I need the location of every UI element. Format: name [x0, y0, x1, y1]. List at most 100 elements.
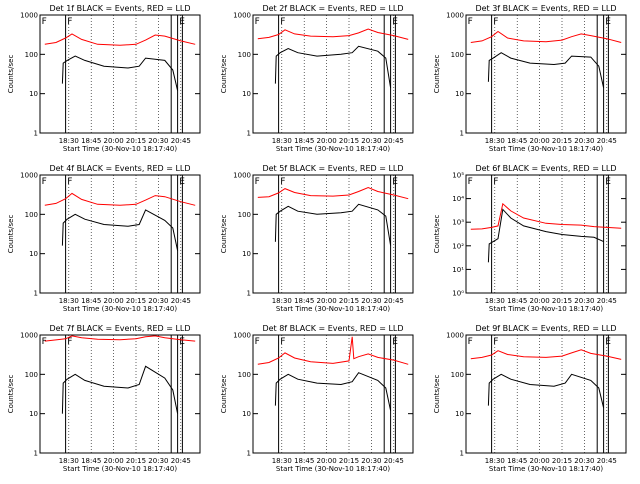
x-tick-label: 18:45 [294, 297, 314, 305]
flag-marker: F [280, 17, 285, 27]
flag-marker: F [255, 337, 260, 347]
x-tick-label: 20:15 [339, 457, 359, 465]
y-tick-label: 100 [238, 371, 251, 379]
y-tick-label: 1 [460, 130, 464, 138]
events-series-line [487, 373, 605, 409]
lld-series-line [257, 186, 409, 200]
y-tick-label: 1 [34, 450, 38, 458]
x-tick-label: 18:30 [59, 297, 79, 305]
flag-marker: F [468, 17, 473, 27]
x-tick-label: 20:30 [574, 457, 594, 465]
lld-series-line [470, 30, 622, 43]
x-axis-label: Start Time (30-Nov-10 18:17:40) [63, 465, 177, 473]
x-tick-label: 18:30 [59, 457, 79, 465]
y-tick-label: 10⁰ [452, 290, 464, 298]
x-tick-label: 20:15 [126, 457, 146, 465]
lld-series-line [44, 33, 196, 46]
flag-marker: F [493, 17, 498, 27]
lld-series-line [44, 192, 196, 206]
panel-title: Det 3f BLACK = Events, RED = LLD [475, 4, 616, 13]
flag-marker: F [493, 177, 498, 187]
x-tick-label: 20:30 [148, 297, 168, 305]
flag-marker: E [605, 337, 611, 347]
x-tick-label: 20:00 [530, 457, 550, 465]
events-series-line [61, 55, 179, 91]
flag-marker: F [468, 337, 473, 347]
y-tick-label: 100 [238, 51, 251, 59]
flag-marker: F [280, 337, 285, 347]
x-axis-label: Start Time (30-Nov-10 18:17:40) [489, 145, 603, 153]
y-tick-label: 10² [452, 242, 464, 250]
panel-title: Det 6f BLACK = Events, RED = LLD [475, 164, 616, 173]
x-tick-label: 20:00 [104, 297, 124, 305]
x-axis-label: Start Time (30-Nov-10 18:17:40) [63, 145, 177, 153]
flag-marker: F [67, 177, 72, 187]
events-series-line [274, 45, 392, 88]
flag-marker: E [605, 17, 611, 27]
flag-marker: F [280, 177, 285, 187]
x-tick-label: 20:15 [552, 457, 572, 465]
flag-marker: F [42, 17, 47, 27]
flag-marker: F [42, 337, 47, 347]
flag-marker: F [67, 337, 72, 347]
y-tick-label: 1 [34, 290, 38, 298]
y-axis-label: Counts/sec [7, 55, 15, 94]
x-tick-label: 18:30 [59, 137, 79, 145]
y-tick-label: 10 [29, 410, 38, 418]
flag-marker: F [493, 337, 498, 347]
x-tick-label: 18:45 [507, 137, 527, 145]
y-tick-label: 1000 [20, 172, 38, 180]
x-axis-label: Start Time (30-Nov-10 18:17:40) [276, 145, 390, 153]
x-tick-label: 18:45 [507, 297, 527, 305]
y-tick-label: 100 [238, 211, 251, 219]
lld-series-line [44, 335, 196, 342]
y-tick-label: 100 [451, 371, 464, 379]
flag-marker: E [179, 337, 185, 347]
flag-marker: E [179, 17, 185, 27]
y-tick-label: 10 [242, 250, 251, 258]
panel-title: Det 8f BLACK = Events, RED = LLD [262, 324, 403, 333]
x-tick-label: 20:00 [317, 457, 337, 465]
y-axis-label: Counts/sec [433, 375, 441, 414]
x-tick-label: 20:00 [317, 137, 337, 145]
lld-series-line [470, 202, 622, 230]
x-tick-label: 20:00 [530, 297, 550, 305]
x-tick-label: 18:30 [272, 457, 292, 465]
lld-series-line [257, 28, 409, 40]
x-tick-label: 20:45 [597, 137, 617, 145]
x-tick-label: 20:45 [171, 137, 191, 145]
y-tick-label: 1000 [233, 172, 251, 180]
x-axis-label: Start Time (30-Nov-10 18:17:40) [489, 305, 603, 313]
x-tick-label: 18:30 [272, 137, 292, 145]
lld-series-line [470, 349, 622, 360]
flag-marker: F [255, 17, 260, 27]
x-tick-label: 20:45 [384, 457, 404, 465]
x-tick-label: 20:15 [552, 297, 572, 305]
x-tick-label: 20:00 [104, 457, 124, 465]
y-tick-label: 10 [455, 90, 464, 98]
y-tick-label: 1000 [446, 332, 464, 340]
y-axis-label: Counts/sec [7, 215, 15, 254]
x-axis-label: Start Time (30-Nov-10 18:17:40) [276, 305, 390, 313]
x-tick-label: 20:15 [339, 297, 359, 305]
panel-title: Det 2f BLACK = Events, RED = LLD [262, 4, 403, 13]
x-axis-label: Start Time (30-Nov-10 18:17:40) [276, 465, 390, 473]
y-tick-label: 10 [455, 410, 464, 418]
y-tick-label: 10 [242, 410, 251, 418]
x-tick-label: 20:00 [104, 137, 124, 145]
y-tick-label: 10 [29, 90, 38, 98]
flag-marker: E [179, 177, 185, 187]
flag-marker: E [392, 337, 398, 347]
y-axis-label: Counts/sec [7, 375, 15, 414]
x-tick-label: 18:45 [81, 457, 101, 465]
x-tick-label: 18:45 [294, 137, 314, 145]
x-tick-label: 18:30 [272, 297, 292, 305]
plot-frame [252, 334, 414, 454]
events-series-line [487, 208, 604, 263]
panel-title: Det 5f BLACK = Events, RED = LLD [262, 164, 403, 173]
y-axis-label: Counts/sec [220, 375, 228, 414]
y-tick-label: 10⁴ [452, 195, 464, 203]
events-series-line [274, 372, 392, 411]
